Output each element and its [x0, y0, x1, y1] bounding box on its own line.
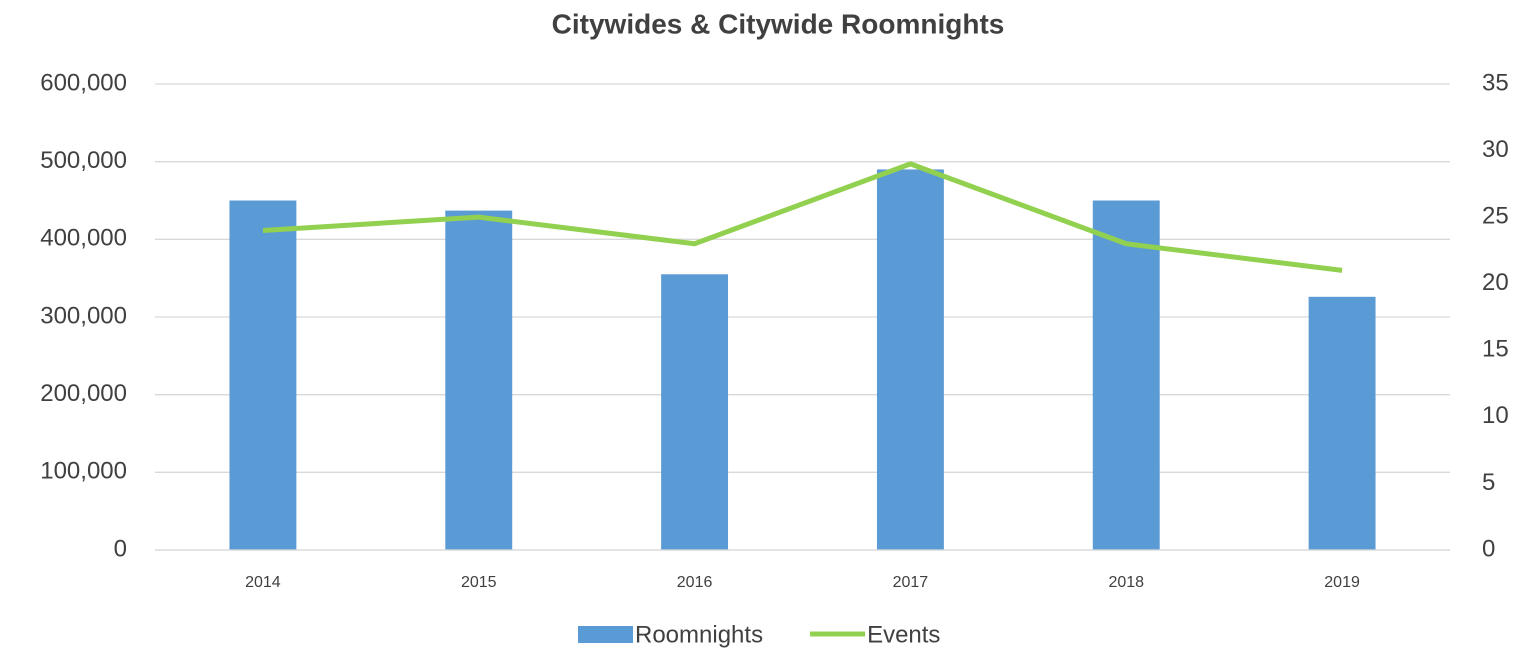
y-tick-label: 200,000 [40, 380, 127, 407]
y-tick-label: 100,000 [40, 458, 127, 485]
bar [876, 169, 944, 550]
legend-label: Events [867, 621, 940, 648]
x-tick-label: 2018 [1108, 574, 1144, 591]
line [262, 161, 1343, 273]
y-tick-label: 500,000 [40, 147, 127, 174]
legend-label: Roomnights [635, 621, 763, 648]
x-tick-label: 2016 [677, 574, 713, 591]
x-tick-label: 2017 [893, 574, 929, 591]
y2-tick-label: 15 [1482, 336, 1509, 363]
y2-tick-label: 10 [1482, 402, 1509, 429]
bar [229, 200, 297, 550]
y-tick-label: 600,000 [40, 69, 127, 96]
bar [1308, 296, 1376, 550]
bar [1092, 200, 1160, 550]
y2-tick-label: 0 [1482, 535, 1495, 562]
bar [445, 210, 513, 550]
y-tick-label: 300,000 [40, 302, 127, 329]
bar [661, 274, 729, 550]
y2-tick-label: 20 [1482, 269, 1509, 296]
x-tick-label: 2019 [1324, 574, 1360, 591]
x-tick-label: 2015 [461, 574, 497, 591]
y-tick-label: 400,000 [40, 225, 127, 252]
chart-title: Citywides & Citywide Roomnights [552, 8, 1005, 39]
y2-tick-label: 35 [1482, 69, 1509, 96]
y2-tick-label: 25 [1482, 202, 1509, 229]
y2-tick-label: 5 [1482, 469, 1495, 496]
legend-swatch [578, 626, 633, 643]
y2-tick-label: 30 [1482, 136, 1509, 163]
x-tick-label: 2014 [245, 574, 281, 591]
y-tick-label: 0 [114, 535, 127, 562]
